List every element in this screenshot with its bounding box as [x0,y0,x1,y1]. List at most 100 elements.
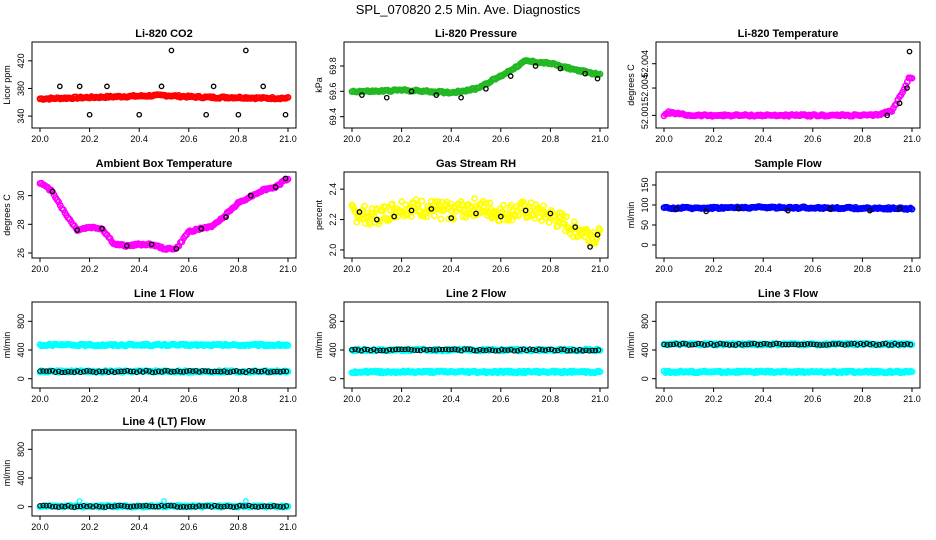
data-point [676,341,683,348]
data-point [779,341,786,348]
data-point [594,231,601,238]
data-point [265,369,271,375]
x-tick-label: 21.0 [591,394,609,404]
chart-panel-7: Line 1 Flow ml/min 20.0 20.2 20.4 20.6 20.8 21.… [2,288,297,404]
y-tick-label: 52.004 [640,74,650,102]
series-reference [49,175,289,252]
data-point [218,369,224,375]
data-point [497,213,504,220]
data-point [570,347,577,353]
data-point [798,341,804,347]
data-point [795,342,801,348]
data-point [398,198,406,205]
data-point [52,369,59,375]
data-point [130,503,137,509]
data-point [258,368,265,375]
data-point [177,369,184,375]
data-point [255,368,262,375]
data-point [866,207,873,214]
data-point [439,346,446,353]
data-point [832,341,839,347]
data-point [591,239,599,247]
data-point [758,341,764,348]
y-axis-label: degrees C [626,64,636,106]
data-point [174,504,180,510]
data-point [140,369,146,375]
series-reference [884,48,913,119]
data-point [208,504,215,510]
data-point [227,369,233,375]
y-tick-label: 380 [16,81,26,96]
y-tick-label: 420 [16,53,26,68]
x-tick-label: 20.0 [343,134,361,144]
x-tick-label: 20.0 [343,264,361,274]
data-point [417,347,424,354]
y-tick-label: 2.0 [328,244,338,257]
data-point [561,346,567,353]
data-point [202,368,209,374]
y-tick-label: 0 [640,242,650,247]
data-point [532,63,539,69]
data-point [112,369,118,375]
data-point [461,346,468,352]
data-point [373,216,380,223]
data-point [452,346,458,352]
data-point [539,347,545,353]
data-point [102,504,109,510]
chart-panel-3: Li-820 Temperature degrees C 20.0 20.2 20.4 2… [626,28,921,144]
page-title: SPL_070820 2.5 Min. Ave. Diagnostics [355,2,581,17]
data-point [183,504,190,510]
data-point [842,342,848,348]
data-point [96,368,102,374]
data-point [726,342,733,348]
data-point [888,108,896,115]
data-point [121,503,127,509]
data-point [152,369,159,375]
data-point [827,206,834,212]
y-axis-label: Licor ppm [2,65,12,105]
data-point [180,369,187,375]
y-tick-label: 52.004 [640,50,650,78]
data-point [193,504,199,510]
data-point [495,348,502,354]
data-point [84,368,90,374]
data-point [480,347,486,353]
data-point [486,199,494,207]
data-point [907,341,914,348]
data-point [595,347,602,353]
data-point [464,346,471,352]
data-point [399,346,405,353]
data-point [210,83,217,90]
data-point [62,369,68,375]
data-point [361,346,368,353]
data-point [205,368,212,374]
data-point [174,368,180,374]
data-point [414,347,421,353]
series-line-averages [36,91,292,103]
data-point [804,341,811,347]
data-point [155,504,162,510]
data-point [692,341,698,348]
data-point [851,340,857,347]
data-point [770,341,776,347]
y-tick-label: 800 [640,314,650,329]
data-point [115,503,121,509]
data-point [123,242,130,249]
data-point [40,502,46,509]
data-point [227,503,233,510]
data-point [93,503,99,509]
data-point [583,225,590,233]
y-tick-label: 150 [640,177,650,192]
y-tick-label: 30 [16,191,26,201]
chart-panel-9: Line 3 Flow ml/min 20.0 20.2 20.4 20.6 20.8 21.… [626,288,921,404]
data-point [277,369,283,375]
data-point [392,346,399,353]
x-tick-label: 20.8 [542,134,560,144]
x-tick-label: 21.0 [279,264,297,274]
y-axis-label: ml/min [626,202,636,229]
x-tick-label: 20.8 [542,264,560,274]
data-point [729,342,736,348]
data-point [557,65,564,72]
data-point [900,85,908,93]
chart-panel-2: Li-820 Pressure kPa 20.0 20.2 20.4 20.6 20.8 21… [314,28,609,144]
